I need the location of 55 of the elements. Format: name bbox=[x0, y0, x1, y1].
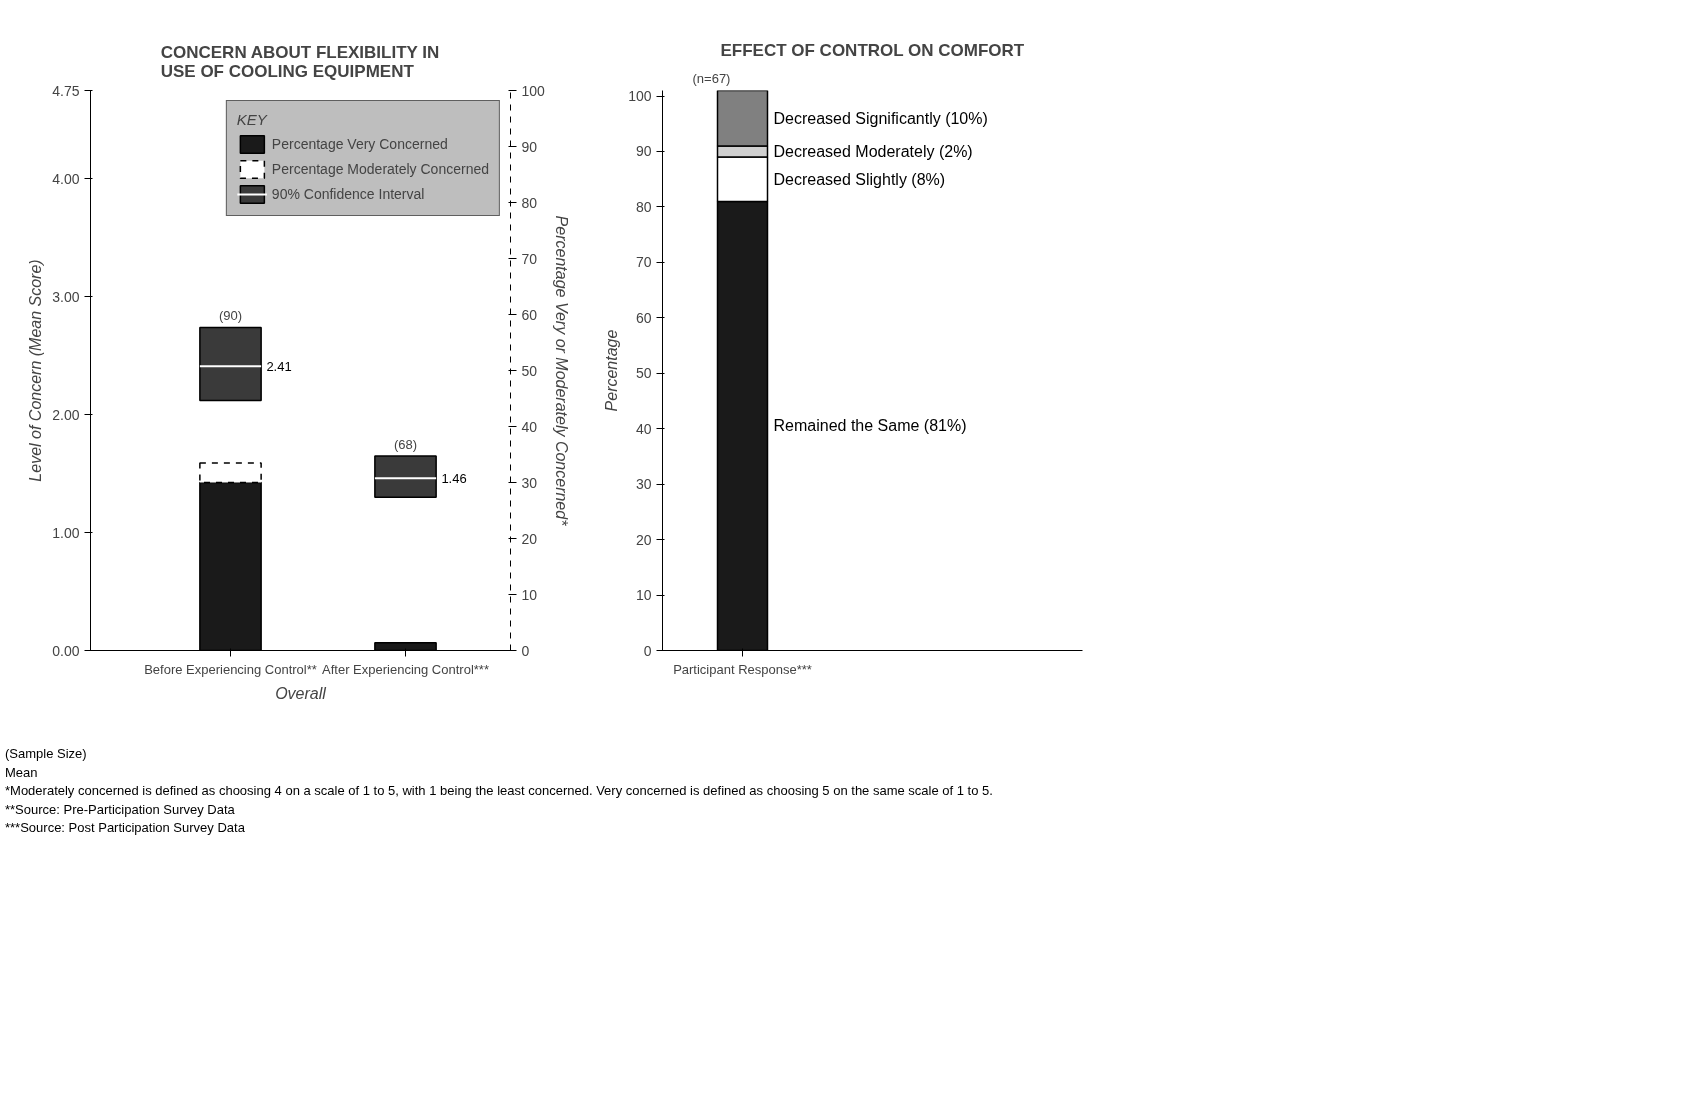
y-axis-title: Level of Concern (Mean Score) bbox=[27, 259, 45, 482]
y2-tick-label: 30 bbox=[521, 474, 538, 491]
y-tick-label: 4.00 bbox=[52, 170, 80, 187]
text: EFFECT OF CONTROL ON COMFORT bbox=[720, 40, 1025, 60]
text: ***Source: Post Participation Survey Data bbox=[5, 820, 245, 836]
y2-axis-title: Percentage Very or Moderately Concerned* bbox=[552, 215, 570, 527]
y2-tick-label: 10 bbox=[521, 586, 538, 603]
annotation: (90) bbox=[218, 308, 243, 324]
legend-title: KEY bbox=[236, 111, 269, 128]
chart-subtitle: (n=67) bbox=[692, 70, 731, 86]
y-tick-label: 30 bbox=[635, 476, 652, 493]
text: Decreased Slightly (8%) bbox=[773, 170, 946, 188]
x-axis-title: Overall bbox=[275, 684, 327, 702]
y-tick-label: 90 bbox=[635, 143, 652, 160]
y-tick-label: 10 bbox=[635, 587, 652, 604]
y-tick-label: 2.00 bbox=[52, 406, 80, 423]
y-axis-title: Percentage bbox=[603, 329, 621, 412]
y-tick-label: 4.75 bbox=[52, 82, 80, 99]
text: *Moderately concerned is defined as choosing 4 on a scale of 1 to 5, with 1 being the least concerned. Very concerned is defined as choosing 5 on the same scale of 1 to 5. bbox=[5, 783, 993, 799]
y-tick-label: 1.00 bbox=[52, 524, 80, 541]
text: Remained the Same (81%) bbox=[773, 417, 967, 435]
text: 2.41 bbox=[266, 358, 292, 374]
y-tick-label: 70 bbox=[635, 254, 652, 271]
y2-tick-label: 50 bbox=[521, 362, 538, 379]
text: Decreased Moderately (2%) bbox=[773, 142, 973, 160]
y-tick-label: 40 bbox=[635, 420, 652, 437]
legend-label: Percentage Very Concerned bbox=[271, 136, 448, 152]
text: Decreased Significantly (10%) bbox=[773, 109, 988, 127]
x-tick-label: Before Experiencing Control** bbox=[144, 661, 317, 677]
text: 1.46 bbox=[441, 470, 467, 486]
y2-tick-label: 100 bbox=[521, 82, 546, 99]
text: (Sample Size) bbox=[5, 746, 87, 761]
y2-tick-label: 80 bbox=[521, 194, 538, 211]
text: Mean bbox=[5, 764, 38, 780]
x-tick-label: After Experiencing Control*** bbox=[322, 661, 489, 677]
y2-tick-label: 20 bbox=[521, 530, 538, 547]
text: **Source: Pre-Participation Survey Data bbox=[5, 801, 235, 817]
y2-tick-label: 0 bbox=[521, 642, 530, 659]
y2-tick-label: 60 bbox=[521, 306, 538, 323]
y-tick-label: 50 bbox=[635, 365, 652, 382]
x-tick-label: Participant Response*** bbox=[673, 661, 812, 677]
y-tick-label: 80 bbox=[635, 198, 652, 215]
y2-tick-label: 90 bbox=[521, 138, 538, 155]
y-tick-label: 60 bbox=[635, 309, 652, 326]
y2-tick-label: 70 bbox=[521, 250, 538, 267]
y-tick-label: 3.00 bbox=[52, 288, 80, 305]
y-tick-label: 0 bbox=[643, 642, 652, 659]
y-tick-label: 0.00 bbox=[52, 642, 80, 659]
y2-tick-label: 40 bbox=[521, 418, 538, 435]
chart-title: CONCERN ABOUT FLEXIBILITY IN USE OF COOLING EQUIPMENT bbox=[160, 42, 440, 81]
y-tick-label: 20 bbox=[635, 531, 652, 548]
legend-label: Percentage Moderately Concerned bbox=[271, 161, 489, 177]
y-tick-label: 100 bbox=[628, 88, 652, 105]
legend-label: 90% Confidence Interval bbox=[271, 186, 425, 202]
annotation: (68) bbox=[393, 436, 418, 452]
